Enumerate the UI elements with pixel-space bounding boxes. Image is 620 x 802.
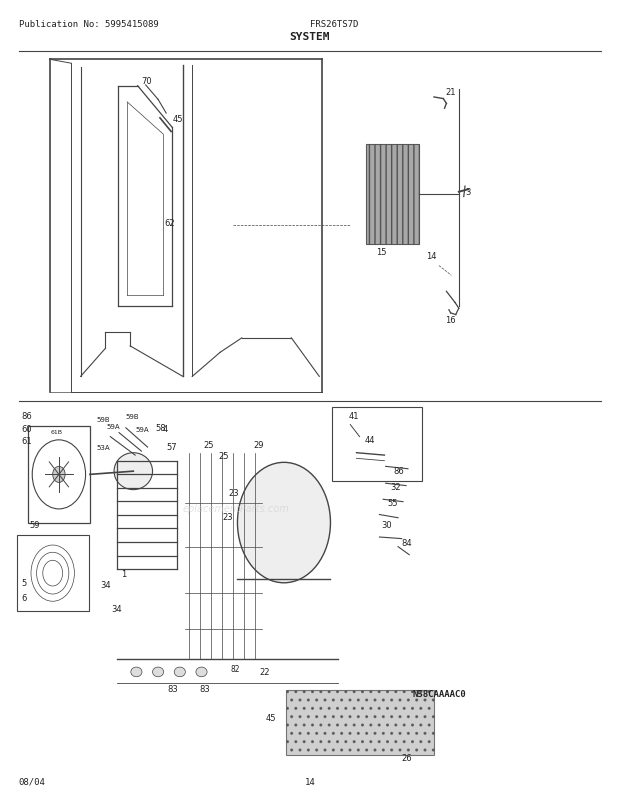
Text: 53A: 53A xyxy=(96,444,110,450)
Text: SYSTEM: SYSTEM xyxy=(290,32,330,42)
Text: 5: 5 xyxy=(22,578,27,587)
Text: 23: 23 xyxy=(228,488,239,497)
Ellipse shape xyxy=(114,453,153,490)
Text: 84: 84 xyxy=(402,538,412,547)
Text: 30: 30 xyxy=(381,520,392,529)
Ellipse shape xyxy=(196,667,207,677)
Text: 44: 44 xyxy=(365,435,375,444)
Text: 14: 14 xyxy=(427,252,437,261)
Text: 59B: 59B xyxy=(96,417,110,423)
Text: 59B: 59B xyxy=(125,414,139,419)
Text: 4: 4 xyxy=(162,424,167,433)
Text: 22: 22 xyxy=(259,666,270,675)
Text: 55: 55 xyxy=(388,498,398,507)
Text: 61: 61 xyxy=(21,436,32,445)
Text: 32: 32 xyxy=(391,482,401,491)
Text: 60: 60 xyxy=(21,424,32,433)
Bar xyxy=(17,535,89,611)
Text: 41: 41 xyxy=(348,411,359,420)
Text: 23: 23 xyxy=(222,512,232,521)
Text: 25: 25 xyxy=(218,452,229,460)
Text: eplacementParts.com: eplacementParts.com xyxy=(182,504,289,513)
Text: 62: 62 xyxy=(164,219,175,228)
Ellipse shape xyxy=(131,667,142,677)
Ellipse shape xyxy=(153,667,164,677)
Text: 58: 58 xyxy=(155,423,166,432)
Text: 26: 26 xyxy=(402,753,412,762)
Text: 83: 83 xyxy=(200,684,210,693)
Text: 29: 29 xyxy=(253,440,264,449)
Text: 34: 34 xyxy=(100,580,111,589)
Circle shape xyxy=(53,467,65,483)
Text: 86: 86 xyxy=(394,466,404,475)
Text: 59A: 59A xyxy=(135,427,149,432)
Text: 86: 86 xyxy=(21,411,32,420)
Text: 08/04: 08/04 xyxy=(19,777,45,786)
Bar xyxy=(286,690,434,755)
Text: 61B: 61B xyxy=(51,429,63,434)
Text: N58CAAAAC0: N58CAAAAC0 xyxy=(412,689,466,698)
Text: 16: 16 xyxy=(445,315,456,324)
Text: 15: 15 xyxy=(376,248,386,257)
Text: 57: 57 xyxy=(166,442,177,451)
Bar xyxy=(332,407,422,481)
Text: 59: 59 xyxy=(30,520,40,529)
Text: 6: 6 xyxy=(22,593,27,602)
Text: 3: 3 xyxy=(465,188,471,196)
Text: 21: 21 xyxy=(445,87,456,96)
Text: 34: 34 xyxy=(112,604,122,613)
Text: 45: 45 xyxy=(265,713,276,722)
Circle shape xyxy=(237,463,330,583)
Text: Publication No: 5995415089: Publication No: 5995415089 xyxy=(19,20,158,29)
Text: 45: 45 xyxy=(172,115,183,124)
Text: 82: 82 xyxy=(231,664,240,673)
Text: FRS26TS7D: FRS26TS7D xyxy=(310,20,358,29)
Text: 25: 25 xyxy=(203,440,214,449)
Text: 14: 14 xyxy=(304,777,316,786)
Text: 70: 70 xyxy=(141,76,152,85)
Bar xyxy=(28,427,90,523)
Text: 1: 1 xyxy=(122,569,126,577)
Ellipse shape xyxy=(174,667,185,677)
Text: 59A: 59A xyxy=(107,423,120,429)
Bar xyxy=(366,144,418,245)
Text: 83: 83 xyxy=(167,684,178,693)
